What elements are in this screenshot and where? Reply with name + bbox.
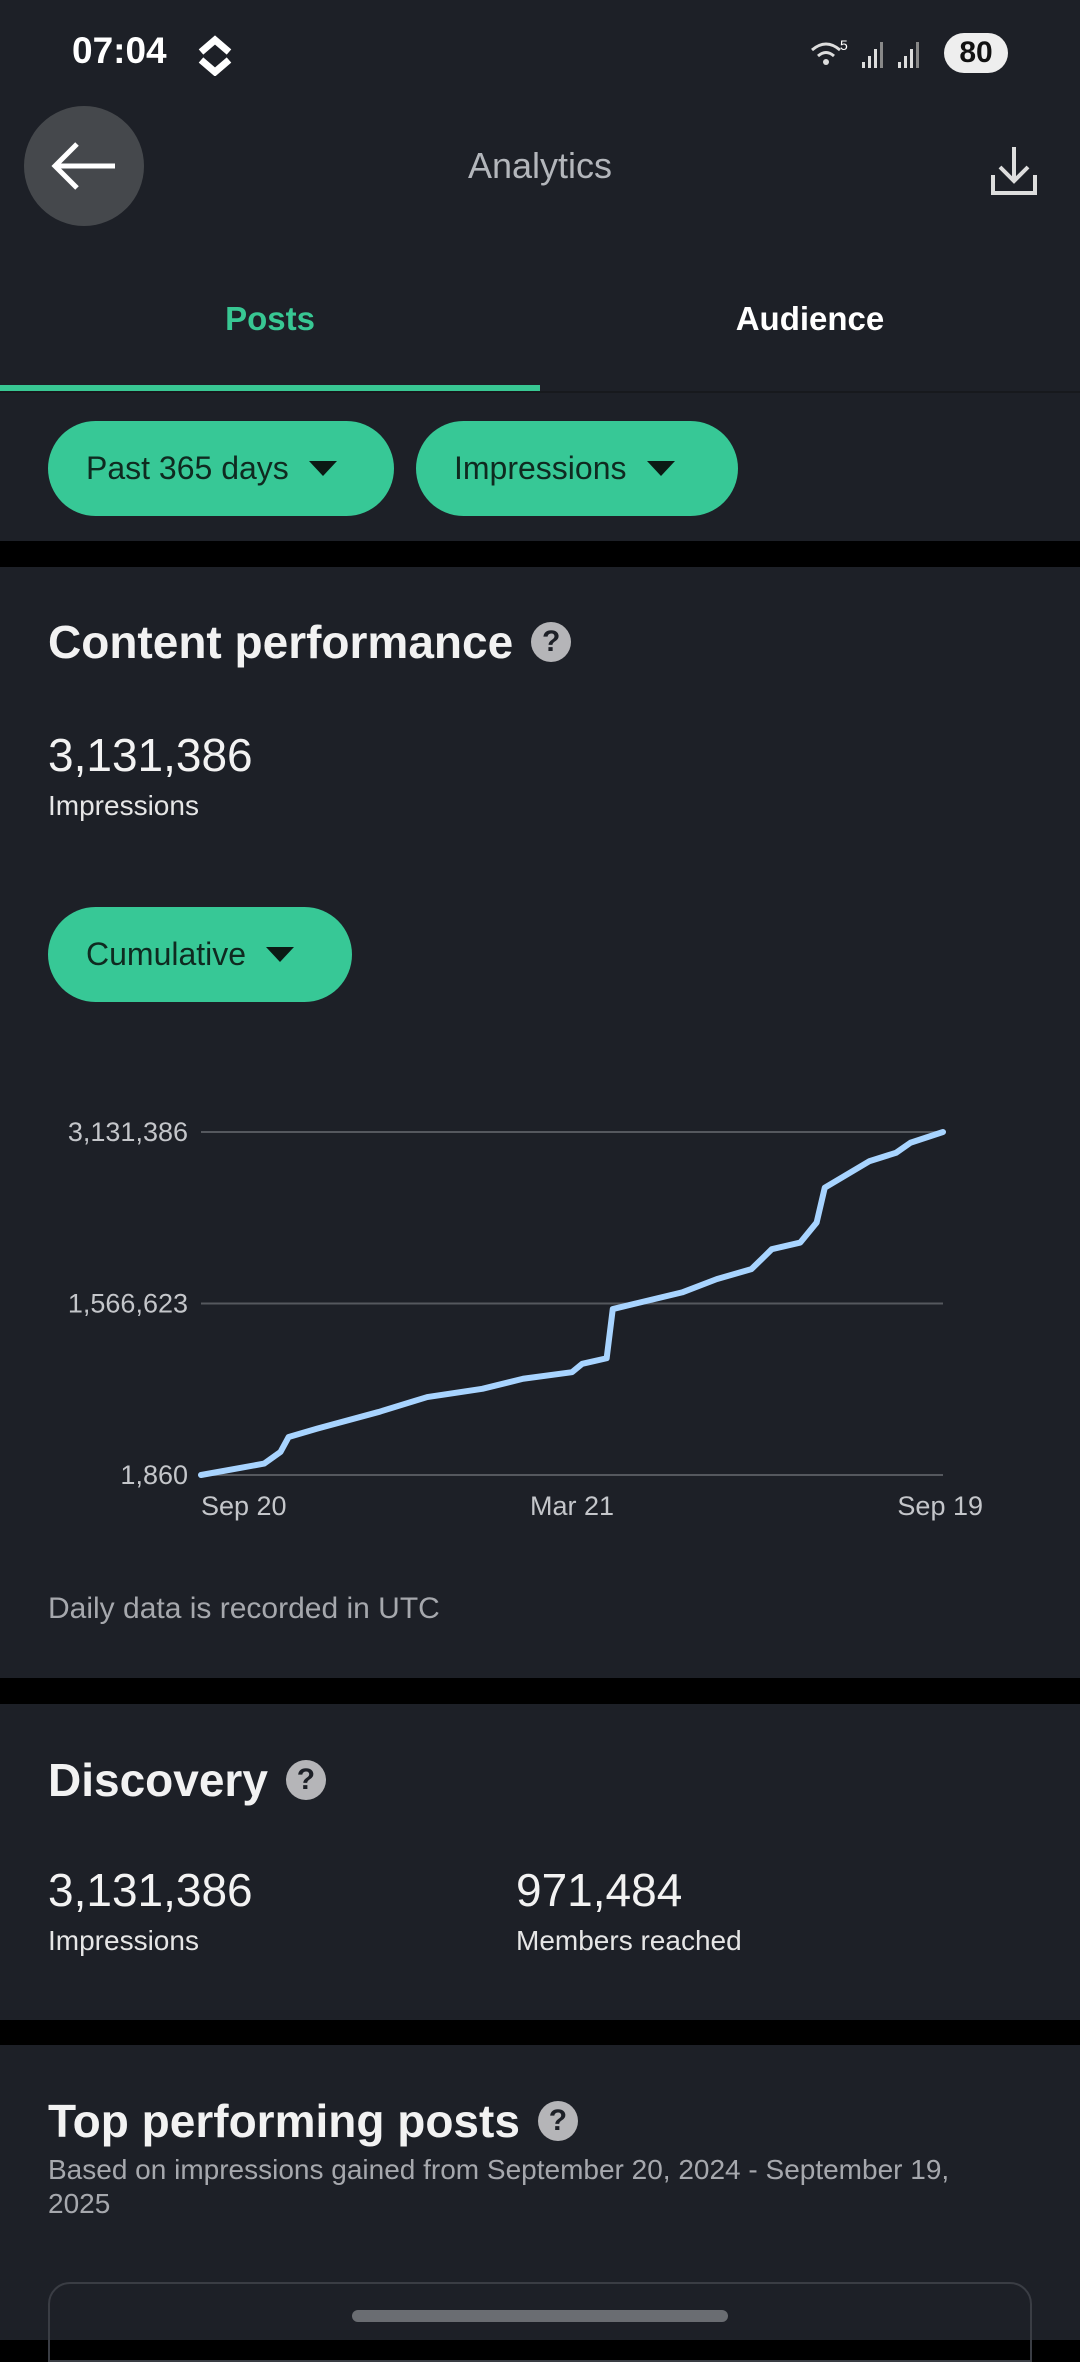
metric-label: Impressions	[454, 450, 627, 487]
battery-indicator: 80	[944, 33, 1008, 73]
wifi-badge: 5	[840, 37, 848, 53]
range-dropdown[interactable]: Past 365 days	[48, 421, 394, 516]
impressions-chart: 1,860 1,566,623 3,131,386 Sep 20 Mar 21 Sep 1…	[0, 1100, 1080, 1540]
section-title: Content performance	[48, 615, 513, 669]
members-reached: 971,484	[516, 1863, 682, 1917]
members-reached-label: Members reached	[516, 1925, 742, 1957]
home-indicator[interactable]	[352, 2310, 728, 2322]
help-icon[interactable]: ?	[538, 2101, 578, 2141]
caret-down-icon	[309, 461, 337, 476]
discovery-impressions-label: Impressions	[48, 1925, 199, 1957]
tab-posts[interactable]: Posts	[0, 300, 540, 338]
help-icon[interactable]: ?	[286, 1760, 326, 1800]
sync-icon	[195, 34, 235, 76]
range-label: Past 365 days	[86, 450, 289, 487]
total-impressions: 3,131,386	[48, 728, 253, 782]
section-title: Top performing posts	[48, 2094, 520, 2148]
discovery-card	[0, 1704, 1080, 2020]
top-posts-subtitle: Based on impressions gained from Septemb…	[48, 2153, 1008, 2221]
help-icon[interactable]: ?	[531, 622, 571, 662]
utc-footnote: Daily data is recorded in UTC	[48, 1592, 440, 1626]
cumulative-dropdown[interactable]: Cumulative	[48, 907, 352, 1002]
page-title: Analytics	[0, 145, 1080, 187]
x-tick-label: Mar 21	[530, 1491, 614, 1521]
x-tick-label: Sep 19	[897, 1491, 983, 1521]
top-posts-title: Top performing posts?	[48, 2094, 578, 2148]
total-impressions-label: Impressions	[48, 790, 199, 822]
y-tick-label: 1,566,623	[68, 1289, 188, 1319]
section-title: Discovery	[48, 1753, 268, 1807]
y-tick-label: 3,131,386	[68, 1117, 188, 1147]
caret-down-icon	[647, 461, 675, 476]
discovery-impressions: 3,131,386	[48, 1863, 253, 1917]
top-post-item[interactable]	[48, 2282, 1032, 2362]
caret-down-icon	[266, 947, 294, 962]
content-performance-title: Content performance?	[48, 615, 571, 669]
download-icon[interactable]	[990, 145, 1038, 197]
mode-label: Cumulative	[86, 936, 246, 973]
discovery-title: Discovery?	[48, 1753, 326, 1807]
y-tick-label: 1,860	[120, 1460, 188, 1490]
active-tab-indicator	[0, 385, 540, 391]
signal-icons: 5	[810, 36, 930, 72]
x-tick-label: Sep 20	[201, 1491, 287, 1521]
tab-audience[interactable]: Audience	[540, 300, 1080, 338]
tab-divider	[0, 391, 1080, 393]
metric-dropdown[interactable]: Impressions	[416, 421, 738, 516]
status-time: 07:04	[72, 30, 167, 72]
